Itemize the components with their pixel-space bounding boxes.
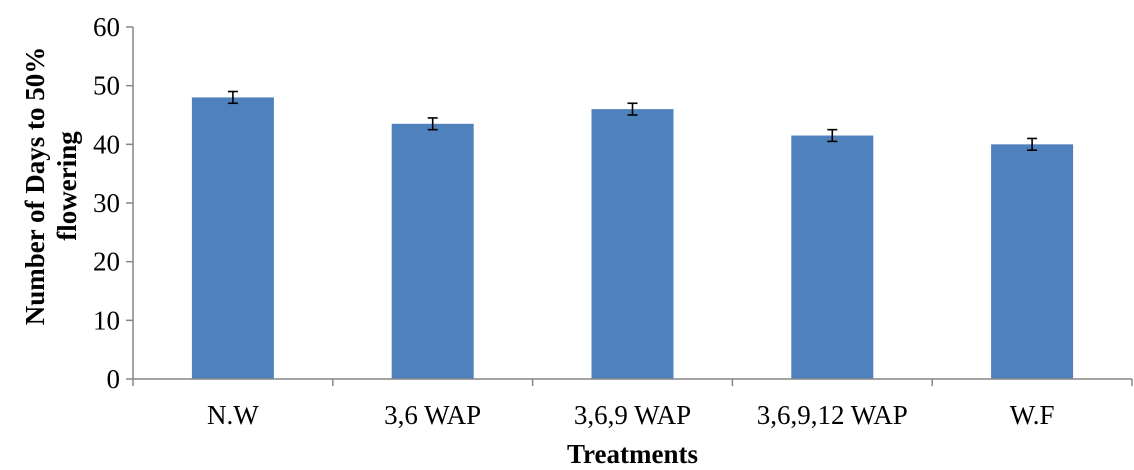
error-bars [227, 90, 1038, 151]
x-axis-labels: N.W 3,6 WAP 3,6,9 WAP 3,6,9,12 WAP W.F [207, 400, 1054, 430]
y-tick-label: 40 [93, 129, 120, 159]
x-tick-label: 3,6,9,12 WAP [757, 400, 908, 430]
error-bar [627, 102, 638, 116]
y-axis-title: Number of Days to 50% [20, 47, 50, 326]
x-axis-ticks [132, 379, 1133, 386]
bar [991, 144, 1074, 379]
error-bar [227, 90, 238, 105]
bar [791, 135, 874, 379]
y-tick-label: 0 [107, 364, 121, 394]
y-tick-label: 60 [93, 12, 120, 42]
y-axis-title-line-1: Number of Days to 50% [20, 47, 50, 326]
bar [391, 123, 474, 379]
error-bar [427, 117, 438, 131]
x-tick-label: N.W [207, 400, 259, 430]
y-axis-title-line-2: flowering [52, 131, 82, 241]
y-tick-label: 50 [93, 71, 120, 101]
y-tick-label: 30 [93, 188, 120, 218]
y-tick-label: 20 [93, 247, 120, 277]
x-tick-label: 3,6,9 WAP [574, 400, 691, 430]
x-tick-label: 3,6 WAP [384, 400, 481, 430]
y-tick-label: 10 [93, 305, 120, 335]
x-tick-label: W.F [1010, 400, 1055, 430]
x-axis-title: Treatments [567, 439, 698, 469]
error-bar [1027, 137, 1038, 151]
bar [191, 97, 274, 380]
bar [591, 109, 674, 379]
bars [191, 97, 1074, 380]
error-bar [827, 128, 838, 143]
y-axis-ticks: 0 10 20 30 40 50 60 [93, 12, 133, 394]
